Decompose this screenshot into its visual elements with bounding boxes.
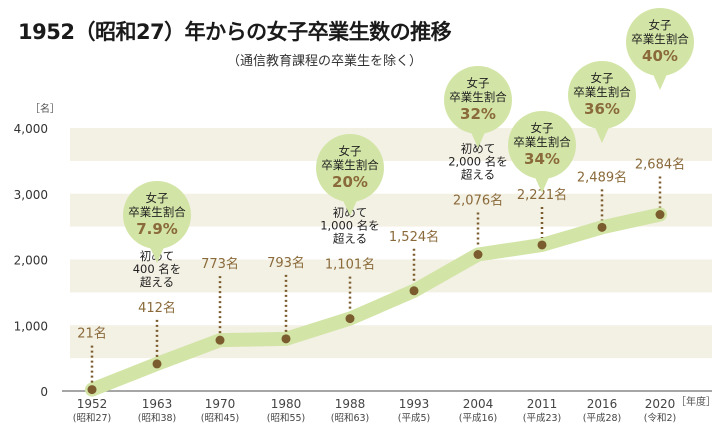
data-point bbox=[152, 359, 162, 369]
x-era-label: (昭和45) bbox=[201, 413, 240, 424]
x-era-label: (平成5) bbox=[398, 412, 430, 424]
data-point bbox=[597, 222, 607, 232]
data-point bbox=[473, 250, 483, 260]
y-tick-label: 0 bbox=[40, 385, 48, 399]
bubble-percent: 7.9% bbox=[136, 220, 178, 238]
y-tick-label: 2,000 bbox=[14, 254, 48, 268]
grid-band bbox=[70, 259, 712, 293]
grid-band bbox=[70, 128, 712, 161]
bubble-percent: 36% bbox=[584, 100, 620, 118]
x-tick-label: 1988 bbox=[335, 397, 366, 411]
x-tick-label: 1993 bbox=[399, 397, 430, 411]
data-label: 21名 bbox=[77, 326, 107, 342]
x-tick-label: 2011 bbox=[527, 397, 558, 411]
x-tick-label: 1970 bbox=[205, 397, 236, 411]
data-point bbox=[409, 286, 419, 296]
bubble-label: 女子 bbox=[146, 191, 169, 205]
x-axis-unit: ［年度］ bbox=[676, 395, 716, 408]
annotation-text: 400 名を bbox=[133, 262, 182, 276]
annotation-text: 超える bbox=[140, 275, 174, 289]
data-label: 1,101名 bbox=[325, 257, 375, 273]
bubble-label: 女子 bbox=[531, 121, 554, 135]
bubble-tail bbox=[470, 130, 486, 148]
data-point bbox=[87, 385, 97, 395]
x-tick-label: 1952 bbox=[77, 397, 108, 411]
x-tick-label: 2004 bbox=[463, 397, 494, 411]
bubble-percent: 32% bbox=[460, 105, 496, 123]
bubble-label: 女子 bbox=[649, 18, 672, 32]
bubble-label: 卒業生割合 bbox=[321, 158, 379, 172]
x-tick-label: 2020 bbox=[645, 397, 676, 411]
bubble-label: 卒業生割合 bbox=[573, 85, 631, 99]
ratio-bubble bbox=[444, 66, 512, 134]
data-label: 793名 bbox=[267, 255, 305, 271]
bubble-label: 卒業生割合 bbox=[631, 32, 689, 46]
annotation-text: 超える bbox=[461, 168, 495, 182]
bubble-percent: 40% bbox=[642, 47, 678, 65]
annotation-text: 2,000 名を bbox=[448, 155, 508, 169]
bubble-label: 女子 bbox=[591, 71, 614, 85]
ratio-bubble bbox=[123, 181, 191, 249]
bubble-tail bbox=[594, 125, 610, 143]
annotation-text: 超える bbox=[333, 232, 367, 246]
x-era-label: (平成28) bbox=[583, 412, 622, 424]
y-axis-unit: ［名］ bbox=[30, 102, 60, 115]
ratio-bubble bbox=[508, 111, 576, 179]
data-label: 1,524名 bbox=[389, 229, 439, 245]
data-label: 773名 bbox=[201, 256, 239, 272]
x-era-label: (平成23) bbox=[523, 412, 562, 424]
bubble-label: 女子 bbox=[339, 144, 362, 158]
y-tick-label: 1,000 bbox=[14, 319, 48, 333]
y-tick-label: 3,000 bbox=[14, 188, 48, 202]
bubble-tail bbox=[652, 72, 668, 90]
x-tick-label: 1980 bbox=[271, 397, 302, 411]
x-era-label: (平成16) bbox=[459, 412, 498, 424]
x-era-label: (昭和38) bbox=[138, 413, 177, 424]
bubble-tail bbox=[534, 175, 550, 193]
bubble-percent: 20% bbox=[332, 173, 368, 191]
data-point bbox=[537, 240, 547, 250]
chart-title: 1952（昭和27）年からの女子卒業生数の推移 bbox=[18, 20, 452, 44]
data-point bbox=[215, 335, 225, 345]
x-era-label: (昭和27) bbox=[73, 413, 112, 424]
chart-subtitle: （通信教育課程の卒業生を除く） bbox=[227, 54, 423, 69]
x-era-label: (昭和63) bbox=[331, 413, 370, 424]
ratio-bubble bbox=[316, 134, 384, 202]
data-label: 2,489名 bbox=[577, 169, 627, 185]
ratio-bubble bbox=[568, 61, 636, 129]
bubble-label: 卒業生割合 bbox=[128, 205, 186, 219]
annotation-text: 初めて bbox=[461, 142, 496, 156]
data-point bbox=[345, 314, 355, 324]
bubble-tail bbox=[149, 245, 165, 263]
data-label: 2,684名 bbox=[635, 157, 685, 173]
bubble-percent: 34% bbox=[524, 150, 560, 168]
bubble-label: 卒業生割合 bbox=[449, 90, 507, 104]
data-label: 2,076名 bbox=[453, 193, 503, 209]
annotation-text: 1,000 名を bbox=[320, 219, 380, 233]
data-label: 2,221名 bbox=[517, 187, 567, 203]
x-tick-label: 2016 bbox=[587, 397, 618, 411]
data-point bbox=[655, 210, 665, 220]
series-line bbox=[85, 207, 667, 397]
x-era-label: (令和2) bbox=[644, 412, 676, 424]
bubble-label: 女子 bbox=[467, 76, 490, 90]
data-label: 412名 bbox=[138, 300, 176, 316]
y-tick-label: 4,000 bbox=[14, 122, 48, 136]
ratio-bubble bbox=[626, 8, 694, 76]
bubble-label: 卒業生割合 bbox=[513, 135, 571, 149]
x-tick-label: 1963 bbox=[142, 397, 173, 411]
bubble-tail bbox=[342, 198, 358, 216]
x-era-label: (昭和55) bbox=[267, 413, 306, 424]
data-point bbox=[281, 334, 291, 344]
